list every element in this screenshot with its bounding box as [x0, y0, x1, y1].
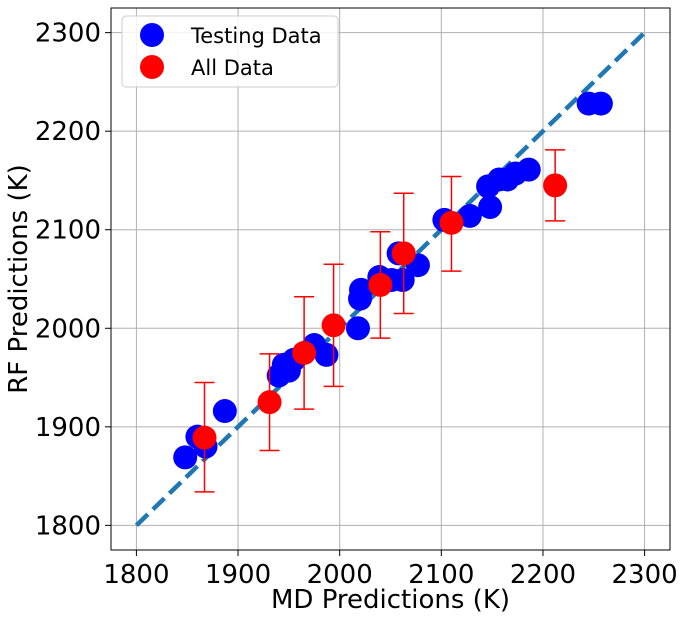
- y-tick-label: 2000: [35, 314, 101, 344]
- data-points-layer: [173, 91, 613, 493]
- y-tick-label: 2300: [35, 19, 101, 49]
- y-axis-label: RF Predictions (K): [4, 164, 34, 394]
- testing-data-point: [345, 316, 370, 341]
- all-data-point: [321, 313, 346, 338]
- legend-marker-all-data: [140, 55, 164, 79]
- legend-label-all-data: All Data: [191, 56, 274, 80]
- testing-data-point: [314, 342, 339, 367]
- testing-data-point: [457, 203, 482, 228]
- x-tick-label: 2200: [510, 560, 576, 590]
- all-data-point: [391, 241, 416, 266]
- legend: Testing Data All Data: [121, 15, 339, 88]
- all-data-point: [368, 272, 393, 297]
- testing-data-point: [478, 195, 503, 220]
- testing-data-point: [516, 157, 541, 182]
- y-tick-label: 2100: [35, 216, 101, 246]
- all-data-point: [257, 390, 282, 415]
- x-tick-label: 1900: [205, 560, 271, 590]
- x-axis-label: MD Predictions (K): [271, 585, 510, 615]
- y-tick-label: 1900: [35, 413, 101, 443]
- testing-data-point: [173, 445, 198, 470]
- x-tick-label: 2300: [612, 560, 678, 590]
- testing-data-point: [588, 91, 613, 116]
- x-tick-label: 1800: [103, 560, 169, 590]
- y-tick-label: 1800: [35, 511, 101, 541]
- plot-area-frame: [110, 7, 671, 551]
- testing-data-point: [212, 399, 237, 424]
- legend-box: [121, 15, 339, 88]
- all-data-point: [192, 425, 217, 450]
- all-data-point: [543, 173, 568, 198]
- y-tick-label: 2200: [35, 117, 101, 147]
- legend-marker-testing-data: [140, 23, 164, 47]
- x-tick-label: 2000: [307, 560, 373, 590]
- all-data-point: [439, 210, 464, 235]
- testing-data-point: [349, 277, 374, 302]
- legend-label-testing-data: Testing Data: [190, 24, 322, 48]
- all-data-point: [292, 340, 317, 365]
- axis-ticks: 1800 1900 2000 2100 2200 2300 1800 1900 2000 2100…: [35, 19, 678, 590]
- x-tick-label: 2100: [408, 560, 474, 590]
- testing-data-point: [390, 267, 415, 292]
